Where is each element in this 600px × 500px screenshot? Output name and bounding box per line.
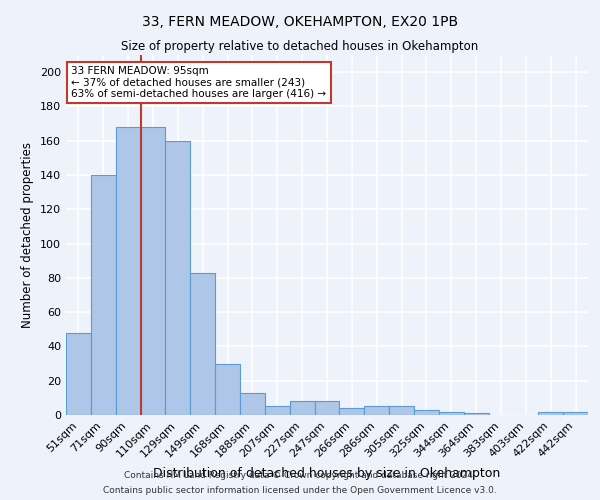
Text: Size of property relative to detached houses in Okehampton: Size of property relative to detached ho… bbox=[121, 40, 479, 53]
Y-axis label: Number of detached properties: Number of detached properties bbox=[22, 142, 34, 328]
Bar bbox=[563, 412, 588, 415]
Bar bbox=[190, 272, 215, 415]
Bar bbox=[464, 414, 488, 415]
Bar bbox=[265, 406, 290, 415]
Text: Contains HM Land Registry data © Crown copyright and database right 2024.: Contains HM Land Registry data © Crown c… bbox=[124, 471, 476, 480]
Bar bbox=[91, 175, 116, 415]
Bar bbox=[66, 332, 91, 415]
Bar bbox=[166, 140, 190, 415]
Text: 33, FERN MEADOW, OKEHAMPTON, EX20 1PB: 33, FERN MEADOW, OKEHAMPTON, EX20 1PB bbox=[142, 15, 458, 29]
Bar bbox=[215, 364, 240, 415]
Bar bbox=[240, 392, 265, 415]
Bar bbox=[116, 127, 140, 415]
Bar bbox=[314, 402, 340, 415]
Bar bbox=[140, 127, 166, 415]
Text: Contains public sector information licensed under the Open Government Licence v3: Contains public sector information licen… bbox=[103, 486, 497, 495]
Bar bbox=[439, 412, 464, 415]
Bar bbox=[340, 408, 364, 415]
Bar bbox=[364, 406, 389, 415]
Bar bbox=[538, 412, 563, 415]
Text: 33 FERN MEADOW: 95sqm
← 37% of detached houses are smaller (243)
63% of semi-det: 33 FERN MEADOW: 95sqm ← 37% of detached … bbox=[71, 66, 326, 99]
Bar bbox=[290, 402, 314, 415]
X-axis label: Distribution of detached houses by size in Okehampton: Distribution of detached houses by size … bbox=[154, 467, 500, 480]
Bar bbox=[414, 410, 439, 415]
Bar bbox=[389, 406, 414, 415]
